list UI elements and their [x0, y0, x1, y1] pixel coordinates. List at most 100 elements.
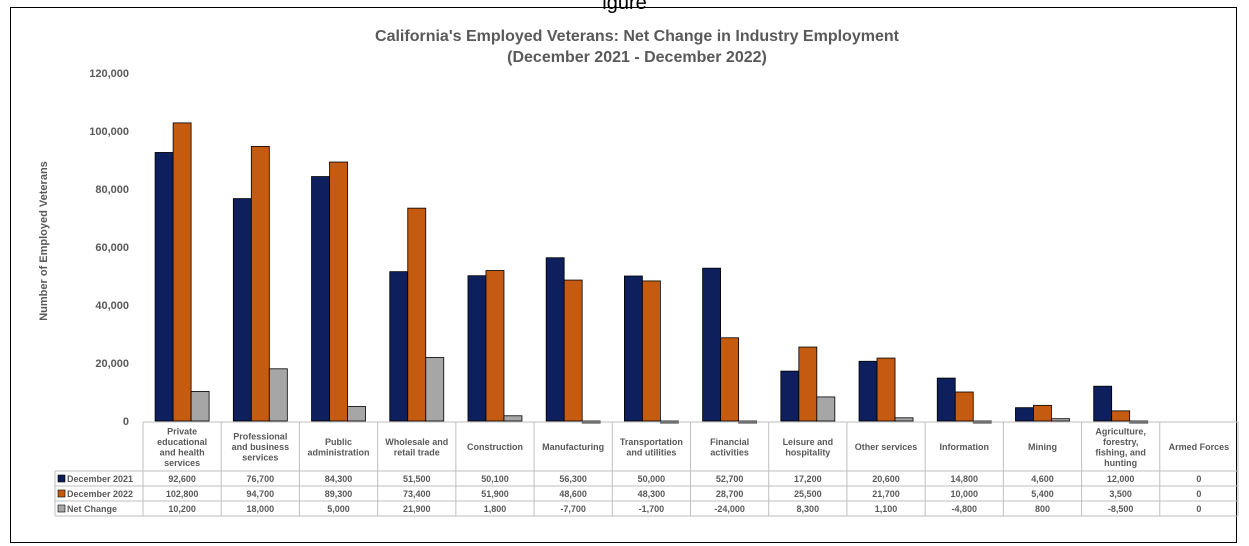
- y-tick-label: 120,000: [89, 68, 129, 80]
- bar-december-2022: [798, 346, 818, 422]
- table-cell: 18,000: [247, 504, 275, 514]
- chart-subtitle: (December 2021 - December 2022): [507, 49, 767, 66]
- table-cell: 50,000: [638, 474, 666, 484]
- y-tick-label: 80,000: [95, 184, 129, 196]
- table-cell: 0: [1196, 504, 1201, 514]
- bar-december-2021: [232, 198, 252, 422]
- category-label: Wholesale and retail trade: [385, 437, 448, 458]
- bar-december-2022: [250, 145, 270, 422]
- category-label: Private educational and health services: [157, 426, 207, 468]
- legend-label: December 2022: [67, 489, 133, 499]
- table-cell: 102,800: [166, 489, 199, 499]
- y-tick-label: 40,000: [95, 300, 129, 312]
- bar-december-2021: [1015, 407, 1034, 422]
- table-cell: 52,700: [716, 474, 744, 484]
- table-cell: 92,600: [168, 474, 196, 484]
- bar-december-2022: [1033, 404, 1052, 422]
- bar-net-change: [1051, 418, 1070, 422]
- table-cell: -8,500: [1108, 504, 1134, 514]
- category-label: Leisure and hospitality: [783, 437, 834, 458]
- table-cell: 17,200: [794, 474, 822, 484]
- bar-december-2021: [623, 275, 643, 422]
- table-cell: 1,800: [484, 504, 507, 514]
- bar-net-change: [816, 396, 836, 422]
- bar-december-2022: [329, 161, 348, 422]
- y-tick-label: 100,000: [89, 126, 129, 138]
- category-label: Manufacturing: [542, 442, 604, 452]
- bar-net-change: [503, 415, 523, 422]
- category-label: Agriculture, forestry, fishing, and hunting: [1095, 426, 1146, 468]
- bar-december-2022: [172, 122, 192, 422]
- table-cell: 800: [1035, 504, 1050, 514]
- bar-december-2021: [858, 360, 878, 422]
- table-cell: 21,700: [872, 489, 900, 499]
- table-cell: 5,000: [327, 504, 350, 514]
- y-tick-label: 20,000: [95, 358, 129, 370]
- data-table: Private educational and health services Prof…: [54, 421, 1239, 517]
- table-cell: 10,000: [950, 489, 978, 499]
- legend-key: [57, 504, 66, 513]
- chart-title: California's Employed Veterans: Net Chan…: [375, 28, 900, 45]
- bar-december-2021: [702, 267, 722, 422]
- category-label: Financial activities: [710, 437, 749, 458]
- table-cell: 8,300: [797, 504, 820, 514]
- y-axis-label: Number of Employed Veterans: [38, 161, 50, 321]
- legend-label: December 2021: [67, 474, 133, 484]
- table-cell: 73,400: [403, 489, 431, 499]
- table-cell: 56,300: [559, 474, 587, 484]
- legend-label: Net Change: [67, 504, 117, 514]
- table-cell: 12,000: [1107, 474, 1135, 484]
- bar-december-2021: [780, 370, 800, 422]
- bar-net-change: [268, 368, 288, 422]
- legend-key: [57, 489, 66, 498]
- bar-december-2022: [720, 337, 740, 422]
- table-cell: 14,800: [950, 474, 978, 484]
- category-label: Information: [940, 442, 990, 452]
- table-cell: 51,500: [403, 474, 431, 484]
- table-cell: 0: [1196, 489, 1201, 499]
- bar-december-2021: [545, 257, 565, 422]
- bar-december-2022: [876, 357, 896, 422]
- table-cell: 4,600: [1031, 474, 1054, 484]
- bar-december-2021: [1093, 385, 1113, 422]
- bar-net-change: [425, 357, 445, 422]
- category-label: Professional and business services: [232, 432, 290, 463]
- table-cell: -4,800: [951, 504, 977, 514]
- table-cell: 10,200: [168, 504, 196, 514]
- y-axis-ticks: 0 20,000 40,000 60,000 80,000 100,000 120,000: [89, 68, 129, 428]
- bar-december-2022: [641, 280, 661, 422]
- page-caption: igure: [602, 0, 647, 14]
- bar-december-2022: [563, 279, 583, 422]
- chart-frame: [10, 7, 1237, 543]
- legend-key: [57, 474, 66, 483]
- table-cell: 25,500: [794, 489, 822, 499]
- category-label: Public administration: [308, 437, 370, 458]
- bar-december-2022: [1111, 410, 1131, 422]
- table-cell: 3,500: [1109, 489, 1132, 499]
- table-cell: 5,400: [1031, 489, 1054, 499]
- bar-december-2021: [389, 271, 409, 422]
- table-cell: 94,700: [247, 489, 275, 499]
- bar-net-change: [894, 417, 914, 422]
- table-cell: 20,600: [872, 474, 900, 484]
- y-tick-label: 60,000: [95, 242, 129, 254]
- table-cell: 28,700: [716, 489, 744, 499]
- table-cell: 76,700: [247, 474, 275, 484]
- bars-group: [154, 122, 1149, 424]
- category-label: Transportation and utilities: [620, 437, 683, 458]
- category-label: Construction: [467, 442, 523, 452]
- bar-december-2021: [311, 176, 330, 422]
- bar-december-2022: [954, 391, 974, 422]
- table-cell: 48,600: [559, 489, 587, 499]
- bar-net-change: [347, 406, 366, 422]
- bar-december-2021: [154, 152, 174, 422]
- table-cell: 1,100: [875, 504, 898, 514]
- category-label: Mining: [1028, 442, 1057, 452]
- y-tick-label: 0: [123, 416, 129, 428]
- bar-december-2021: [936, 377, 956, 422]
- bar-december-2021: [467, 275, 487, 422]
- table-cell: 50,100: [481, 474, 509, 484]
- table-cell: 0: [1196, 474, 1201, 484]
- category-label: Armed Forces: [1169, 442, 1230, 452]
